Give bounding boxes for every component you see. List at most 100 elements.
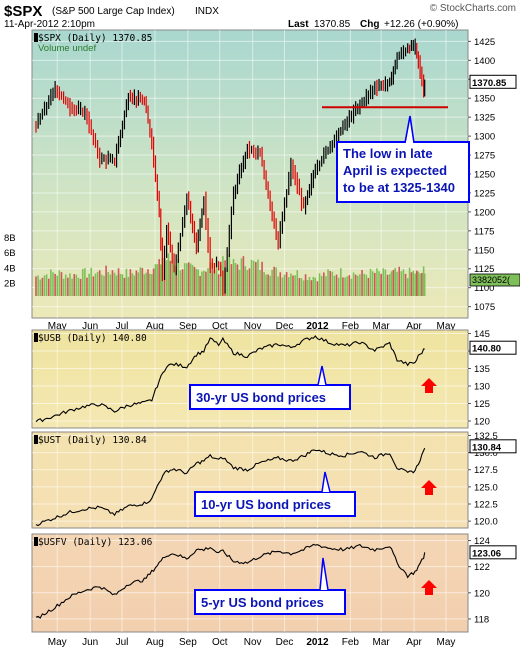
volume-bar bbox=[257, 259, 259, 296]
volume-bar bbox=[103, 275, 105, 296]
volume-bar bbox=[141, 268, 144, 296]
volume-bar bbox=[271, 269, 273, 296]
volume-bar bbox=[388, 274, 391, 296]
last-value-label-usb: 140.80 bbox=[472, 344, 501, 355]
volume-bar bbox=[250, 259, 253, 296]
x-tick-label: Nov bbox=[244, 637, 262, 648]
volume-bar bbox=[125, 268, 128, 296]
volume-last-box bbox=[469, 273, 520, 287]
volume-bar bbox=[45, 274, 48, 296]
volume-bar bbox=[302, 280, 305, 296]
volume-bar bbox=[335, 274, 338, 296]
volume-bar bbox=[37, 275, 39, 296]
volume-bar bbox=[255, 262, 257, 296]
x-tick-label: May bbox=[436, 321, 455, 332]
volume-bar bbox=[392, 269, 395, 296]
volume-bar bbox=[109, 274, 112, 296]
last-value-box-usfv bbox=[469, 545, 517, 560]
volume-bar bbox=[143, 274, 146, 296]
volume-bar bbox=[325, 276, 327, 296]
last-value-box-usb bbox=[469, 340, 517, 355]
y-tick-label-ust: 120.0 bbox=[474, 517, 498, 528]
volume-bar bbox=[195, 268, 198, 296]
volume-bar bbox=[147, 269, 149, 296]
y-tick-label-usb: 130 bbox=[474, 382, 490, 393]
x-tick-label: Oct bbox=[212, 637, 228, 648]
last-value-box-ust bbox=[469, 439, 517, 454]
volume-bar bbox=[117, 268, 120, 296]
volume-bar bbox=[417, 271, 420, 296]
volume-bar bbox=[186, 263, 188, 296]
y-tick-label-usfv: 120 bbox=[474, 588, 490, 599]
volume-bar bbox=[77, 277, 80, 296]
x-tick-label: Sep bbox=[179, 321, 197, 332]
volume-bar bbox=[64, 274, 67, 296]
annotation-line-2: April is expected bbox=[343, 163, 447, 178]
last-label: Last bbox=[288, 19, 309, 30]
y-tick-label-ust: 132.5 bbox=[474, 431, 498, 442]
plot-area-usb bbox=[31, 329, 469, 429]
volume-bar bbox=[267, 274, 269, 296]
annotation-pointer-mask bbox=[406, 141, 413, 145]
x-tick-label: Jun bbox=[82, 637, 98, 648]
volume-bar bbox=[408, 267, 411, 296]
price-line-usb bbox=[35, 335, 425, 423]
y-tick-label-usb: 120 bbox=[474, 417, 490, 428]
volume-bar bbox=[346, 276, 348, 296]
volume-bar bbox=[371, 271, 374, 296]
volume-bar bbox=[201, 271, 203, 296]
volume-bar bbox=[314, 277, 317, 296]
y-tick-label-ust: 122.5 bbox=[474, 500, 498, 511]
volume-bar bbox=[88, 273, 90, 296]
volume-bar bbox=[398, 266, 401, 296]
volume-bar bbox=[177, 259, 180, 296]
annotation-box-ust bbox=[194, 491, 356, 517]
volume-bar bbox=[422, 266, 425, 296]
y-tick-label-spx: 1300 bbox=[474, 132, 495, 143]
volume-bar bbox=[356, 275, 359, 296]
legend-swatch bbox=[34, 33, 38, 42]
volume-bar bbox=[156, 264, 159, 296]
volume-bar bbox=[199, 275, 201, 296]
x-tick-label: Mar bbox=[373, 321, 391, 332]
volume-bar bbox=[217, 274, 220, 296]
volume-bar bbox=[316, 281, 319, 296]
annotation-box-usfv bbox=[194, 589, 346, 615]
x-tick-label: Feb bbox=[342, 637, 360, 648]
volume-bar bbox=[232, 258, 235, 296]
volume-bar bbox=[287, 277, 290, 296]
y-tick-label-usfv: 124 bbox=[474, 536, 490, 547]
x-tick-label: May bbox=[48, 321, 67, 332]
volume-bar bbox=[69, 273, 71, 296]
volume-bar bbox=[150, 274, 153, 296]
volume-bar bbox=[96, 271, 99, 296]
volume-bar bbox=[367, 277, 370, 296]
volume-bar bbox=[52, 272, 54, 296]
volume-bar bbox=[171, 261, 174, 296]
volume-bar bbox=[234, 263, 237, 296]
volume-bar bbox=[84, 268, 86, 296]
annotation-label-usb: 30-yr US bond prices bbox=[196, 390, 326, 405]
legend-ust: $UST (Daily) 130.84 bbox=[38, 435, 147, 446]
y-tick-label-spx: 1075 bbox=[474, 302, 495, 313]
volume-bar bbox=[244, 266, 247, 296]
volume-bar bbox=[105, 265, 107, 296]
y-tick-label-spx: 1150 bbox=[474, 245, 494, 256]
x-tick-label: Aug bbox=[146, 637, 164, 648]
volume-bar bbox=[283, 274, 286, 296]
volume-tick-label: 2B bbox=[4, 278, 16, 289]
plot-area-usfv bbox=[31, 533, 469, 633]
volume-bar bbox=[197, 269, 200, 296]
y-tick-label-usb: 135 bbox=[474, 364, 490, 375]
y-tick-label-ust: 127.5 bbox=[474, 465, 498, 476]
volume-bar bbox=[240, 258, 243, 296]
volume-bar bbox=[81, 268, 84, 296]
volume-bar bbox=[248, 268, 251, 296]
last-value-label-ust: 130.84 bbox=[472, 442, 502, 453]
y-tick-label-spx: 1400 bbox=[474, 56, 495, 67]
volume-bar bbox=[348, 275, 351, 296]
volume-bar bbox=[226, 267, 228, 296]
volume-bar bbox=[139, 267, 142, 296]
volume-bar bbox=[329, 271, 331, 296]
